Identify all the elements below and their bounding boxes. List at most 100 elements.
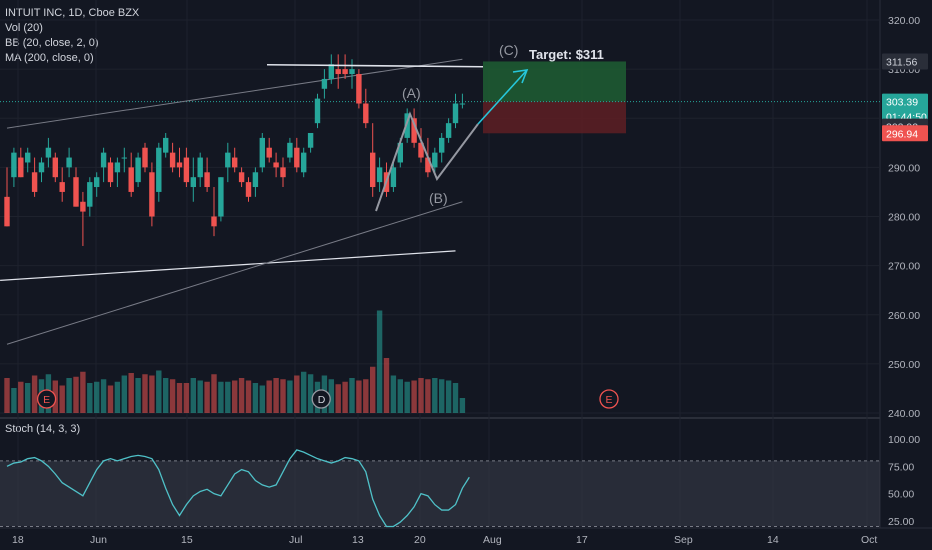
event-marker-earnings: [36, 389, 57, 409]
candle-body: [425, 157, 431, 173]
price-tick-label: 250.00: [888, 359, 920, 371]
candle-body: [45, 147, 52, 158]
volume-bar: [25, 383, 31, 413]
volume-bar: [11, 388, 17, 413]
resistance-line: [266, 63, 484, 68]
candle-body: [218, 177, 224, 217]
volume-bar: [245, 380, 252, 413]
volume-bar: [238, 378, 245, 413]
candle-body: [273, 162, 279, 168]
candle-body: [363, 103, 369, 124]
candle-body: [176, 162, 183, 168]
volume-bar: [287, 380, 293, 413]
candle-body: [238, 172, 245, 183]
volume-bar: [100, 379, 107, 413]
time-tick-label: Sep: [674, 534, 693, 546]
candle-body: [404, 113, 410, 138]
volume-bar: [404, 381, 410, 413]
volume-bar: [4, 378, 10, 413]
price-badge-label: 311.56: [886, 56, 917, 68]
candle-body: [432, 152, 438, 168]
candle-body: [259, 137, 265, 168]
wave-c-label: (C): [499, 42, 518, 58]
price-tick-label: 280.00: [888, 212, 920, 224]
volume-bar: [59, 385, 65, 413]
candle-body: [328, 64, 334, 79]
candle-body: [38, 162, 45, 173]
candle-body: [135, 157, 141, 183]
bollinger-legend: BB (20, close, 2, 0): [5, 37, 99, 49]
candle-body: [80, 201, 86, 212]
projection-arrow: [477, 69, 528, 125]
volume-bar: [204, 381, 210, 413]
candle-body: [211, 216, 217, 227]
candle-body: [314, 98, 321, 124]
candle-body: [18, 157, 24, 178]
candle-body: [66, 157, 72, 168]
volume-bar: [183, 383, 190, 413]
candle-body: [294, 147, 300, 168]
candle-body: [252, 172, 259, 188]
volume-bar: [232, 380, 238, 413]
time-tick-label: 13: [352, 534, 364, 546]
candle-body: [439, 137, 445, 153]
candle-body: [459, 103, 466, 105]
stoch-tick-label: 25.00: [888, 516, 914, 528]
candle-body: [94, 177, 100, 188]
volume-bar: [142, 374, 148, 413]
volume-bar: [218, 381, 224, 413]
volume-bar: [87, 383, 93, 413]
event-marker-label: E: [606, 394, 613, 406]
candle-body: [156, 147, 162, 192]
volume-bar: [390, 375, 397, 413]
time-tick-label: 15: [181, 534, 193, 546]
volume-bar: [266, 380, 272, 413]
candle-body: [100, 152, 107, 168]
volume-bar: [18, 381, 24, 413]
volume-bar: [259, 385, 265, 413]
candle-body: [114, 162, 121, 173]
candle-body: [356, 74, 362, 104]
volume-bar: [252, 383, 259, 413]
stoch-line: [6, 449, 470, 528]
volume-bar: [73, 376, 79, 413]
volume-bar: [342, 381, 348, 413]
volume-bar: [107, 385, 114, 413]
candle-body: [307, 132, 314, 148]
volume-bar: [121, 375, 127, 413]
volume-bar: [80, 371, 86, 413]
candle-body: [335, 69, 341, 75]
bb-upper-line: [6, 58, 463, 129]
target-zone: [483, 61, 626, 102]
candle-body: [4, 196, 10, 227]
price-tick-label: 240.00: [888, 408, 920, 420]
candle-body: [204, 172, 210, 188]
chart-legend: INTUIT INC, 1D, Cboe BZX Vol (20) BB (20…: [5, 6, 139, 66]
projection-arrowhead: [512, 69, 529, 84]
time-tick-label: 17: [576, 534, 588, 546]
candle-body: [397, 142, 403, 163]
time-tick-label: 18: [12, 534, 24, 546]
ma-legend: MA (200, close, 0): [5, 52, 94, 64]
candle-body: [225, 152, 231, 168]
candle-body: [301, 152, 307, 173]
event-marker-label: E: [43, 394, 50, 406]
volume-bar: [128, 373, 134, 413]
candle-body: [107, 162, 114, 183]
candle-body: [11, 152, 17, 178]
volume-bar: [349, 378, 355, 413]
candle-body: [342, 69, 348, 75]
candle-body: [59, 182, 65, 192]
time-tick-label: Oct: [861, 534, 877, 546]
event-marker-earnings: [599, 389, 619, 409]
volume-bar: [356, 380, 362, 413]
candle-body: [128, 167, 134, 192]
price-badge-label: 303.39: [886, 97, 918, 109]
abc-wave-path: [375, 111, 479, 212]
candle-body: [280, 167, 286, 178]
price-badge-label: 296.94: [886, 128, 918, 140]
candle-body: [163, 137, 169, 153]
volume-bar: [432, 378, 438, 413]
volume-bar: [149, 375, 155, 413]
